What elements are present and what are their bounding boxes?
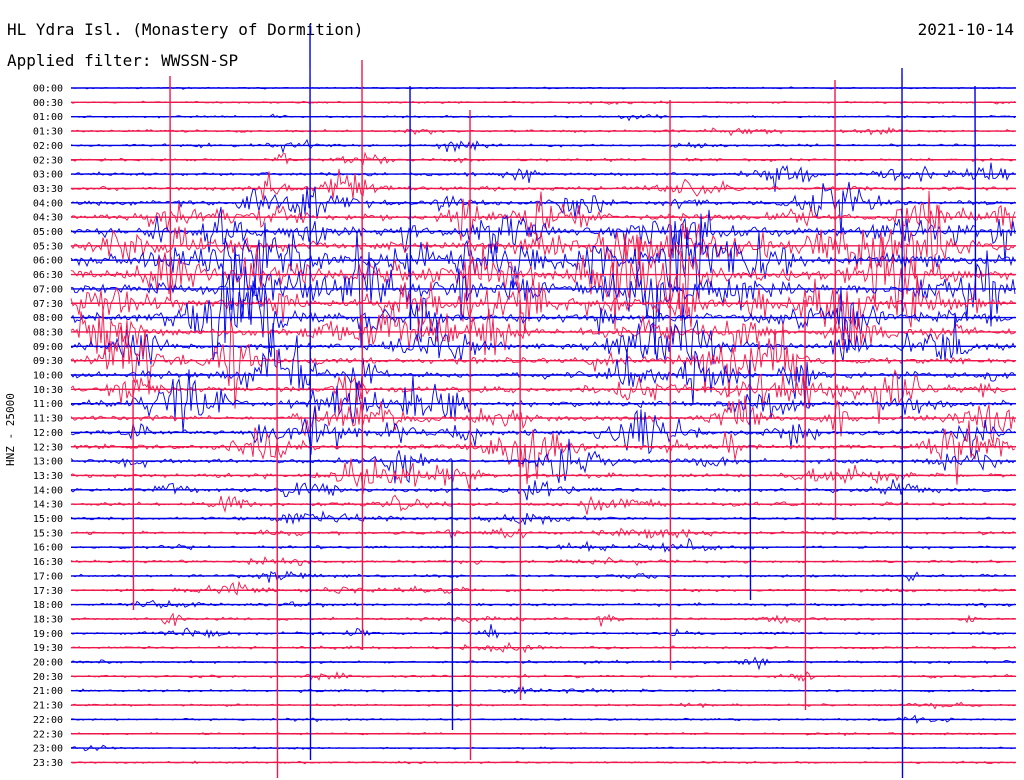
trace-line xyxy=(70,206,1016,263)
time-label: 01:30 xyxy=(33,127,63,138)
time-label: 14:30 xyxy=(33,500,63,511)
time-label: 02:00 xyxy=(33,141,63,152)
spike-line xyxy=(974,85,977,301)
trace-line xyxy=(70,151,1016,166)
time-label: 04:30 xyxy=(33,213,63,224)
spike-line xyxy=(469,109,472,761)
spike-line xyxy=(669,99,672,671)
time-label: 16:00 xyxy=(33,543,63,554)
time-label: 17:00 xyxy=(33,571,63,582)
spike-line xyxy=(409,85,412,331)
time-label: 03:00 xyxy=(33,170,63,181)
time-label: 23:30 xyxy=(33,758,63,769)
time-label: 22:30 xyxy=(33,729,63,740)
time-label: 22:00 xyxy=(33,715,63,726)
time-label: 19:00 xyxy=(33,629,63,640)
time-label: 07:30 xyxy=(33,299,63,310)
time-label: 09:00 xyxy=(33,342,63,353)
date-label: 2021-10-14 xyxy=(917,20,1014,39)
time-label: 07:00 xyxy=(33,284,63,295)
spike-line xyxy=(169,75,172,301)
time-label: 18:00 xyxy=(33,600,63,611)
time-label: 02:30 xyxy=(33,155,63,166)
time-label: 08:00 xyxy=(33,313,63,324)
time-label: 06:30 xyxy=(33,270,63,281)
time-label: 11:30 xyxy=(33,414,63,425)
time-label: 21:00 xyxy=(33,686,63,697)
time-label: 18:30 xyxy=(33,614,63,625)
spike-line xyxy=(749,359,752,601)
time-label: 13:30 xyxy=(33,471,63,482)
time-label: 19:30 xyxy=(33,643,63,654)
time-label: 09:30 xyxy=(33,356,63,367)
time-label: 05:30 xyxy=(33,241,63,252)
trace-line xyxy=(70,236,1016,330)
time-label: 15:00 xyxy=(33,514,63,525)
spike-line xyxy=(834,79,837,521)
spike-line xyxy=(361,59,364,651)
time-label: 01:00 xyxy=(33,112,63,123)
time-label: 23:00 xyxy=(33,744,63,755)
station-title: HL Ydra Isl. (Monastery of Dormition) xyxy=(7,20,364,39)
spike-line xyxy=(132,379,135,611)
filter-label: Applied filter: WWSSN-SP xyxy=(7,51,239,70)
trace-line xyxy=(70,420,1016,485)
time-label: 16:30 xyxy=(33,557,63,568)
spike-line xyxy=(451,459,454,731)
trace-group xyxy=(70,23,1016,779)
trace-line xyxy=(70,320,1016,409)
trace-line xyxy=(70,612,1016,627)
trace-line xyxy=(70,302,1016,356)
trace-line xyxy=(70,624,1016,639)
time-label: 13:00 xyxy=(33,457,63,468)
trace-line xyxy=(70,537,1016,553)
time-label: 04:00 xyxy=(33,198,63,209)
time-label: 17:30 xyxy=(33,586,63,597)
time-label: 21:30 xyxy=(33,701,63,712)
time-label: 00:30 xyxy=(33,98,63,109)
spike-line xyxy=(309,23,312,761)
time-label: 12:00 xyxy=(33,428,63,439)
trace-line xyxy=(70,263,1016,361)
time-label: 15:30 xyxy=(33,528,63,539)
spike-line xyxy=(901,67,904,779)
time-label-group: 00:00 00:30 01:00 01:30 02:00 02:30 03:00 03:30… xyxy=(33,84,63,769)
time-label: 10:00 xyxy=(33,371,63,382)
time-label: 06:00 xyxy=(33,256,63,267)
y-axis-label: HNZ - 25000 xyxy=(4,393,17,466)
time-label: 10:30 xyxy=(33,385,63,396)
trace-line xyxy=(70,231,1016,355)
time-label: 00:00 xyxy=(33,84,63,95)
trace-line xyxy=(70,213,1016,300)
trace-line xyxy=(70,570,1016,583)
trace-line xyxy=(70,580,1015,596)
time-label: 05:00 xyxy=(33,227,63,238)
time-label: 12:30 xyxy=(33,442,63,453)
time-label: 14:00 xyxy=(33,485,63,496)
time-label: 11:00 xyxy=(33,399,63,410)
time-label: 03:30 xyxy=(33,184,63,195)
time-label: 08:30 xyxy=(33,327,63,338)
spike-line xyxy=(519,299,522,701)
spike-line xyxy=(804,299,807,711)
trace-line xyxy=(70,656,1016,671)
trace-line xyxy=(70,162,1016,192)
spike-line xyxy=(276,349,279,779)
trace-line xyxy=(70,494,1016,515)
time-label: 20:30 xyxy=(33,672,63,683)
trace-line xyxy=(70,368,1016,424)
time-label: 20:00 xyxy=(33,658,63,669)
trace-line xyxy=(70,458,1016,495)
